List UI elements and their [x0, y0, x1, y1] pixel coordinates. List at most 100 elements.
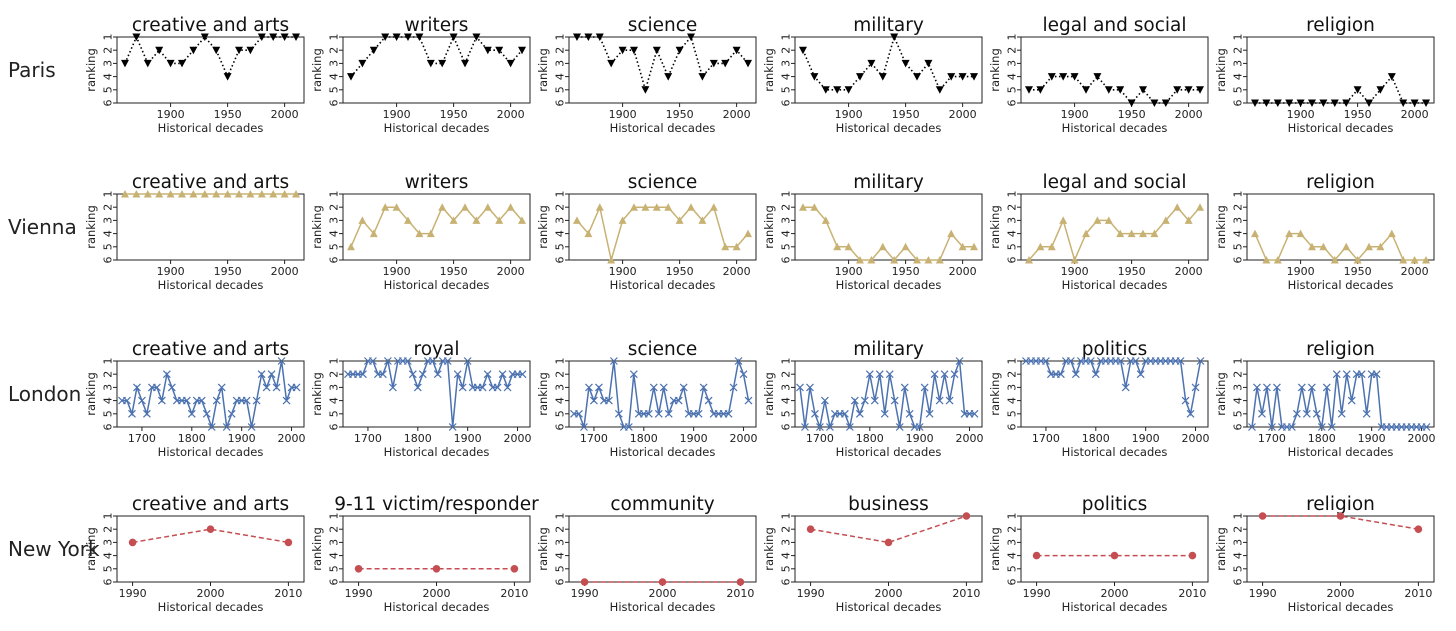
chart-vienna-science-point	[744, 229, 753, 238]
chart-new-york-9-11-victim-responder-ytick-label: 6	[328, 579, 341, 586]
chart-vienna-military-xtick-label: 2000	[949, 265, 977, 278]
chart-vienna-religion-point	[1273, 256, 1282, 264]
chart-london-science-point	[704, 396, 713, 405]
chart-paris-creative-and-arts-ytick-label: 3	[102, 60, 115, 67]
chart-vienna-religion-point	[1296, 229, 1305, 238]
chart-new-york-9-11-victim-responder-xtick-label: 1990	[345, 587, 373, 600]
chart-paris-science-point	[664, 73, 673, 81]
chart-paris-writers-xtick-label: 1900	[383, 108, 411, 121]
chart-paris-religion-xtick-label: 1900	[1287, 108, 1315, 121]
chart-paris-creative-and-arts-point	[269, 33, 278, 41]
chart-vienna-military-xtick-label: 1950	[892, 265, 920, 278]
chart-london-religion-point	[1327, 423, 1336, 431]
chart-london-royal-point	[443, 357, 452, 365]
chart-london-politics-ylabel: ranking	[988, 372, 1002, 416]
chart-new-york-creative-and-arts-ylabel: ranking	[84, 527, 98, 571]
chart-paris-science-point	[584, 33, 593, 41]
chart-london-creative-and-arts-point	[138, 396, 146, 405]
chart-london-religion-xlabel: Historical decades	[1288, 445, 1394, 459]
chart-vienna-military-frame	[794, 193, 983, 261]
chart-london-creative-and-arts-point	[272, 383, 281, 392]
chart-new-york-religion-xtick-label: 2010	[1404, 587, 1432, 600]
chart-vienna-military-point	[810, 203, 819, 211]
chart-london-science-point	[734, 357, 743, 365]
chart-london-science-xlabel: Historical decades	[610, 445, 716, 459]
chart-paris-science-title: science	[628, 15, 698, 36]
chart-london-religion-point	[1253, 383, 1261, 392]
chart-vienna-creative-and-arts-title: creative and arts	[132, 172, 289, 193]
chart-london-science-point	[575, 409, 583, 418]
chart-new-york-politics-xlabel: Historical decades	[1062, 600, 1168, 614]
chart-vienna-legal-and-social-series-line	[1028, 206, 1201, 263]
chart-london-military-frame	[794, 360, 983, 428]
chart-london-military-xtick-label: 1700	[806, 432, 834, 445]
chart-paris-military-point	[924, 59, 933, 68]
chart-london-royal-point	[498, 370, 507, 379]
chart-paris-science-ytick-label: 6	[554, 100, 567, 107]
chart-london-creative-and-arts-point	[202, 409, 211, 418]
chart-vienna-writers-point	[472, 216, 481, 224]
chart-paris-creative-and-arts-point	[246, 46, 255, 55]
chart-vienna-military-xtick-label: 1900	[835, 265, 863, 278]
chart-london-religion-ytick-label: 2	[1232, 371, 1245, 378]
chart-vienna-legal-and-social-point	[1047, 242, 1056, 251]
chart-london-politics-point	[1181, 396, 1190, 405]
chart-london-politics-point	[1071, 370, 1080, 379]
chart-vienna-military: military 1 2 3 4 5 6 1900 1950 2000 Historical dec…	[762, 172, 983, 292]
chart-vienna-creative-and-arts-xlabel: Historical decades	[158, 278, 264, 292]
chart-paris-creative-and-arts-point	[155, 46, 164, 55]
chart-london-royal-point	[518, 370, 527, 379]
chart-london-religion-point	[1307, 383, 1316, 392]
chart-london-royal-point	[368, 357, 377, 365]
chart-london-military-ytick-label: 2	[780, 371, 793, 378]
chart-paris-writers-point	[369, 46, 378, 55]
chart-paris-science-series-line	[577, 35, 749, 93]
chart-vienna-creative-and-arts-point	[143, 190, 152, 198]
chart-vienna-religion-ytick-label: 1	[1232, 191, 1245, 198]
chart-new-york-9-11-victim-responder-ylabel: ranking	[310, 527, 324, 571]
chart-london-military-point	[895, 423, 904, 431]
chart-vienna-military-point	[970, 242, 979, 251]
chart-london-religion-ytick-label: 3	[1232, 384, 1245, 391]
chart-london-royal-ytick-label: 3	[328, 384, 341, 391]
chart-paris-legal-and-social: legal and social 1 2 3 4 5 6 1900 1950 2000 Histor…	[988, 15, 1209, 135]
chart-london-royal-point	[453, 370, 462, 379]
chart-paris-writers-xlabel: Historical decades	[384, 121, 490, 135]
chart-london-royal-point	[418, 370, 427, 379]
chart-vienna-creative-and-arts-ytick-label: 1	[102, 191, 115, 198]
chart-paris-science-point	[687, 33, 696, 41]
chart-paris-legal-and-social-point	[1196, 86, 1205, 94]
chart-vienna-religion-point	[1342, 242, 1351, 251]
chart-paris-religion-point	[1285, 99, 1294, 107]
chart-london-military-point	[860, 396, 869, 405]
chart-london-science-point	[694, 409, 703, 418]
chart-new-york-creative-and-arts-ytick-label: 5	[102, 565, 115, 572]
chart-london-science-xtick-label: 2000	[730, 432, 758, 445]
chart-new-york-business-xlabel: Historical decades	[836, 600, 942, 614]
chart-paris-creative-and-arts-point	[166, 59, 175, 68]
chart-london-politics-point	[1186, 409, 1195, 418]
chart-london-creative-and-arts-point	[207, 423, 216, 431]
chart-london-royal-ytick-label: 2	[328, 371, 341, 378]
chart-vienna-military-ytick-label: 4	[780, 230, 793, 237]
chart-vienna-writers-ytick-label: 2	[328, 204, 341, 211]
chart-vienna-legal-and-social-point	[1093, 216, 1102, 224]
chart-new-york-community-ytick-label: 3	[554, 539, 567, 546]
chart-paris-legal-and-social-xtick-label: 2000	[1175, 108, 1203, 121]
chart-vienna-writers-series-line	[350, 205, 523, 248]
chart-paris-legal-and-social-point	[1024, 86, 1033, 94]
chart-paris-military-frame	[794, 36, 983, 104]
chart-paris-military-point	[913, 73, 922, 81]
chart-london-military-point	[915, 423, 924, 431]
chart-london-science-ytick-label: 4	[554, 397, 567, 404]
chart-vienna-science-point	[572, 216, 581, 224]
chart-london-science-point	[729, 383, 738, 392]
chart-london-military-point	[920, 383, 929, 392]
chart-vienna-science-point	[652, 203, 661, 211]
chart-paris-writers-ytick-label: 6	[328, 100, 341, 107]
chart-paris-legal-and-social-point	[1150, 99, 1159, 107]
chart-vienna-military-point	[833, 242, 842, 251]
chart-vienna-creative-and-arts-xtick-label: 2000	[271, 265, 299, 278]
